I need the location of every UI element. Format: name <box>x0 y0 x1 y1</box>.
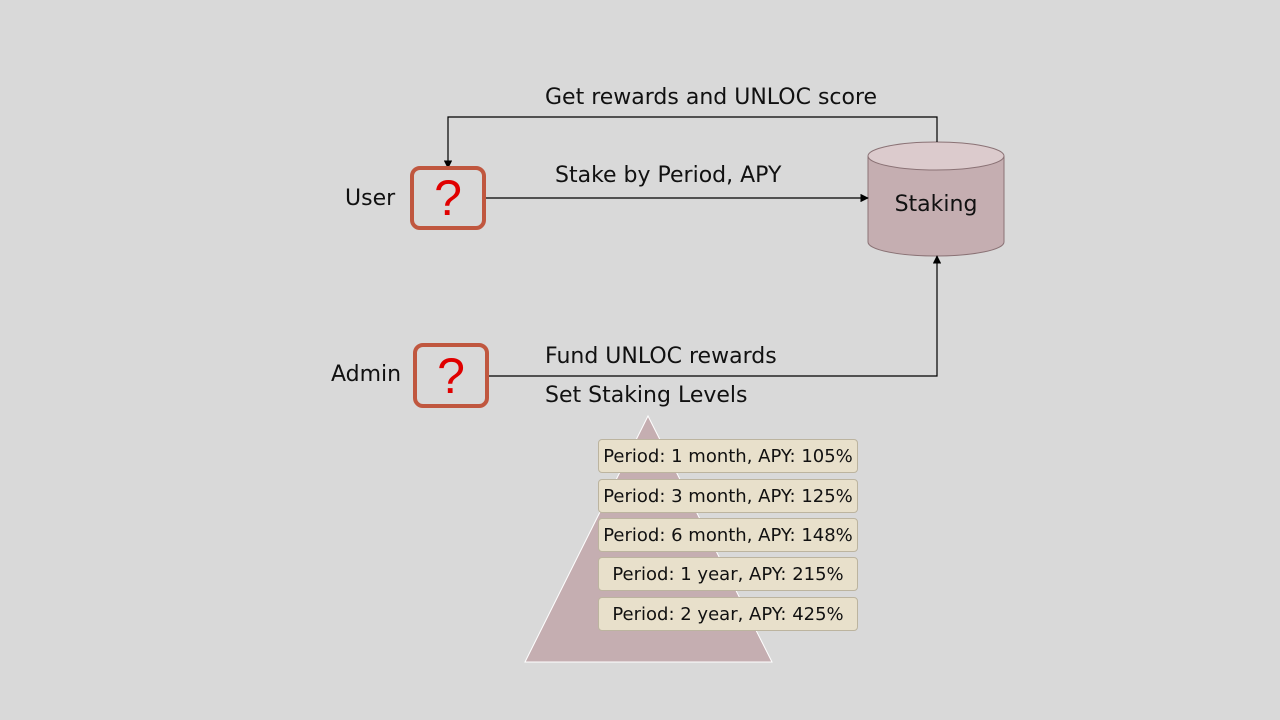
stake-flow-label: Stake by Period, APY <box>555 163 782 188</box>
staking-level-item: Period: 2 year, APY: 425% <box>598 597 858 631</box>
user-actor-box: ? <box>410 166 486 230</box>
staking-level-item: Period: 1 year, APY: 215% <box>598 557 858 591</box>
set-levels-label: Set Staking Levels <box>545 383 748 408</box>
fund-flow-label: Fund UNLOC rewards <box>545 344 777 369</box>
staking-level-item: Period: 1 month, APY: 105% <box>598 439 858 473</box>
question-mark-icon: ? <box>437 347 465 404</box>
rewards-arrow <box>443 116 938 169</box>
user-label: User <box>345 186 396 211</box>
rewards-flow-label: Get rewards and UNLOC score <box>545 85 878 110</box>
staking-database-cylinder <box>867 141 1005 257</box>
admin-actor-box: ? <box>413 343 489 408</box>
staking-level-item: Period: 3 month, APY: 125% <box>598 479 858 513</box>
staking-label: Staking <box>894 192 978 217</box>
question-mark-icon: ? <box>434 170 462 226</box>
fund-arrow <box>488 255 942 377</box>
admin-label: Admin <box>331 362 402 387</box>
staking-level-item: Period: 6 month, APY: 148% <box>598 518 858 552</box>
